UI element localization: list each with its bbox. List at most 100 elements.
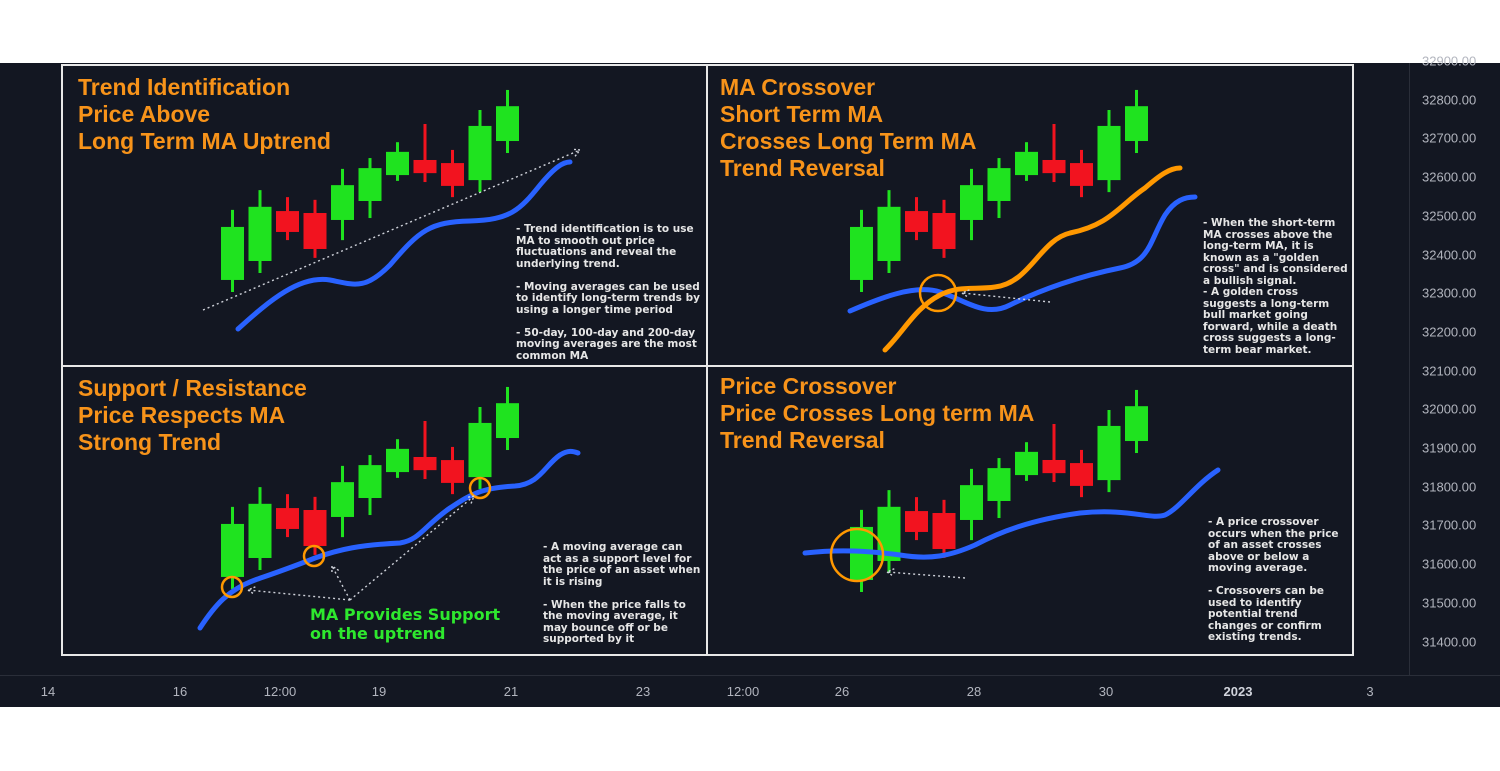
title-line: Trend Reversal bbox=[720, 427, 885, 453]
price-tick: 31700.00 bbox=[1422, 517, 1477, 533]
title-line: Trend Reversal bbox=[720, 155, 885, 181]
title-line: MA Crossover bbox=[720, 74, 876, 100]
long-term-ma bbox=[235, 159, 573, 332]
highlight-circle bbox=[918, 273, 958, 313]
arrow-head-icon bbox=[246, 586, 256, 596]
bull-candle bbox=[960, 485, 983, 520]
panel-note: - When the short-term MA crosses above t… bbox=[1203, 217, 1348, 356]
arrow-head-icon bbox=[466, 495, 476, 504]
arrow-head-icon bbox=[885, 568, 895, 577]
bull-candle bbox=[248, 206, 272, 261]
bull-candle bbox=[331, 482, 354, 517]
time-tick: 16 bbox=[172, 684, 188, 699]
time-tick: 28 bbox=[966, 684, 982, 699]
panel-title: MA Crossover Short Term MA Crosses Long … bbox=[720, 74, 976, 182]
time-tick: 26 bbox=[834, 684, 850, 699]
bear-candle bbox=[441, 460, 464, 483]
price-tick: 31800.00 bbox=[1422, 479, 1477, 495]
arrow-head-icon bbox=[960, 289, 970, 299]
price-tick: 31400.00 bbox=[1422, 634, 1477, 649]
bull-candle bbox=[386, 448, 409, 473]
bull-candle bbox=[1097, 425, 1121, 481]
time-tick: 30 bbox=[1098, 684, 1114, 699]
highlight-circle bbox=[829, 527, 885, 583]
support-annotation: MA Provides Support on the uptrend bbox=[310, 605, 500, 643]
price-tick: 32800.00 bbox=[1422, 92, 1477, 108]
annotation-line: on the uptrend bbox=[310, 624, 446, 643]
bull-candle bbox=[358, 465, 382, 499]
time-tick: 14 bbox=[40, 684, 56, 699]
bull-candle bbox=[1097, 125, 1121, 181]
bull-candle bbox=[1015, 451, 1038, 476]
bull-candle bbox=[468, 422, 492, 478]
title-line: Trend Identification bbox=[78, 74, 291, 100]
bull-candle bbox=[1125, 406, 1148, 442]
bull-candle bbox=[1125, 106, 1148, 142]
panel-price-crossover bbox=[706, 365, 1354, 656]
highlight-circle bbox=[468, 476, 492, 500]
price-tick: 32900.00 bbox=[1422, 53, 1477, 69]
title-line: Strong Trend bbox=[78, 429, 222, 455]
title-line: Price Respects MA bbox=[78, 402, 286, 428]
bull-candle bbox=[877, 506, 901, 561]
time-tick: 2023 bbox=[1223, 684, 1253, 699]
price-tick: 31500.00 bbox=[1422, 595, 1477, 611]
bull-candle bbox=[960, 185, 983, 220]
bear-candle bbox=[303, 213, 327, 249]
bear-candle bbox=[1070, 463, 1093, 486]
time-tick: 3 bbox=[1366, 684, 1374, 699]
bull-candle bbox=[496, 106, 519, 142]
bear-candle bbox=[413, 456, 437, 471]
panel-note: - A price crossover occurs when the pric… bbox=[1208, 516, 1339, 643]
long-term-ma bbox=[197, 448, 581, 631]
long-term-ma bbox=[847, 194, 1198, 314]
annotation-line: MA Provides Support bbox=[310, 605, 501, 624]
title-line: Crosses Long Term MA bbox=[720, 128, 977, 154]
bull-candle bbox=[987, 168, 1011, 202]
price-tick: 31900.00 bbox=[1422, 440, 1477, 456]
bull-candle bbox=[358, 168, 382, 202]
price-axis-divider bbox=[1409, 63, 1410, 675]
price-tick: 32000.00 bbox=[1422, 401, 1477, 417]
dotted-arrow bbox=[247, 589, 351, 601]
price-tick: 32500.00 bbox=[1422, 208, 1477, 224]
dotted-arrow bbox=[202, 149, 581, 311]
bull-candle bbox=[221, 523, 244, 577]
price-tick: 32400.00 bbox=[1422, 247, 1477, 262]
bull-candle bbox=[987, 468, 1011, 502]
bear-candle bbox=[303, 510, 327, 546]
title-line: Support / Resistance bbox=[78, 375, 307, 401]
title-line: Short Term MA bbox=[720, 101, 884, 127]
chart-background[interactable] bbox=[0, 63, 1500, 707]
price-tick: 32700.00 bbox=[1422, 130, 1477, 146]
price-tick: 31600.00 bbox=[1422, 556, 1477, 572]
bear-candle bbox=[1042, 459, 1066, 474]
title-line: Long Term MA Uptrend bbox=[78, 128, 331, 154]
dotted-arrow bbox=[349, 495, 475, 601]
bear-candle bbox=[1070, 163, 1093, 186]
bull-candle bbox=[468, 125, 492, 181]
bear-candle bbox=[413, 159, 437, 174]
bear-candle bbox=[905, 511, 928, 532]
bull-candle bbox=[1015, 151, 1038, 176]
time-tick: 19 bbox=[371, 684, 387, 699]
panel-note: - Trend identification is to use MA to s… bbox=[516, 223, 700, 362]
panel-title: Support / Resistance Price Respects MA S… bbox=[78, 375, 307, 456]
title-line: Price Crossover bbox=[720, 373, 897, 399]
arrow-head-icon bbox=[571, 148, 582, 157]
bull-candle bbox=[877, 206, 901, 261]
price-tick: 32200.00 bbox=[1422, 324, 1477, 340]
long-term-ma bbox=[802, 467, 1221, 560]
bull-candle bbox=[496, 403, 519, 439]
panel-title: Trend Identification Price Above Long Te… bbox=[78, 74, 331, 155]
bull-candle bbox=[248, 503, 272, 558]
highlight-circle bbox=[220, 575, 244, 599]
time-axis-divider bbox=[0, 675, 1500, 676]
bear-candle bbox=[441, 163, 464, 186]
price-tick: 32600.00 bbox=[1422, 169, 1477, 185]
bear-candle bbox=[276, 508, 299, 529]
panel-title: Price Crossover Price Crosses Long term … bbox=[720, 373, 1034, 454]
price-tick: 32300.00 bbox=[1422, 285, 1477, 301]
time-tick: 21 bbox=[503, 684, 519, 699]
